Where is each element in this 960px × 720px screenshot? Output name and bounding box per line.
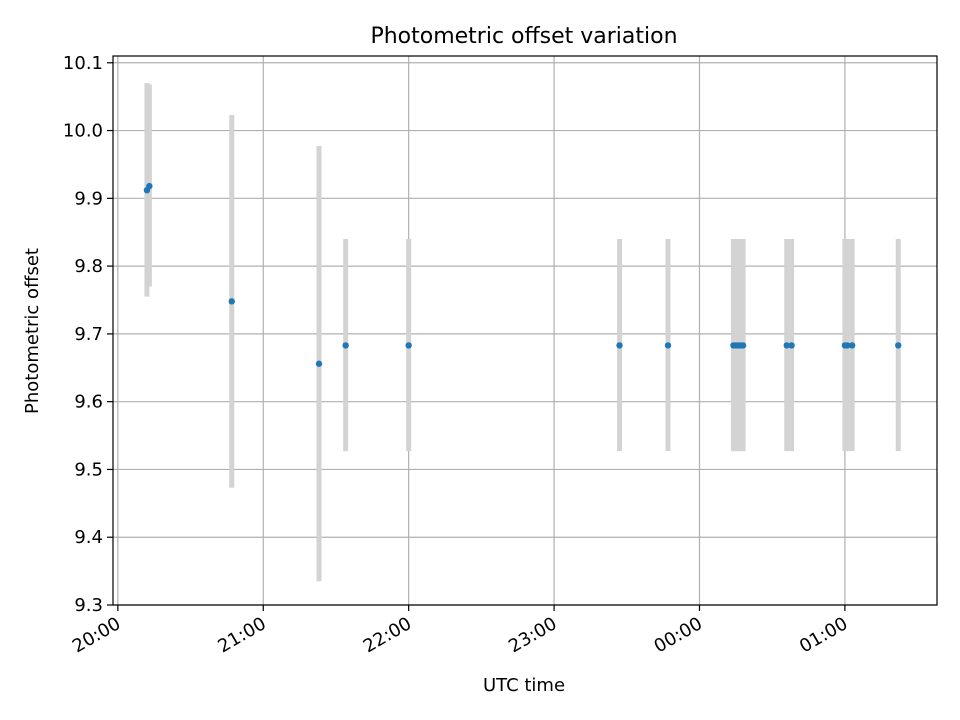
y-tick-label: 9.4 (74, 527, 103, 548)
data-point (844, 342, 851, 349)
data-point (315, 360, 323, 367)
plot-frame (112, 55, 938, 606)
y-tick-label: 9.5 (74, 459, 103, 480)
y-tick-label: 9.8 (74, 256, 103, 277)
data-point (739, 342, 747, 349)
data-point (895, 342, 902, 349)
y-tick-label: 9.6 (74, 392, 103, 413)
data-point (783, 342, 790, 349)
chart-title: Photometric offset variation (370, 24, 677, 49)
axis-ticks (107, 62, 846, 611)
x-axis-title: UTC time (483, 675, 565, 696)
data-point (788, 342, 795, 349)
data-point (405, 342, 412, 349)
y-tick-label: 9.7 (74, 324, 103, 345)
data-point (146, 182, 153, 190)
data-point (848, 342, 856, 349)
y-tick-label: 10.1 (63, 53, 103, 74)
y-tick-label: 10.0 (63, 121, 103, 142)
data-point (664, 342, 672, 349)
data-point (616, 342, 623, 349)
data-points (143, 182, 902, 367)
y-tick-label: 9.9 (74, 188, 103, 209)
y-tick-label: 9.3 (74, 595, 103, 616)
data-point (228, 298, 235, 305)
y-axis-title: Photometric offset (22, 248, 43, 414)
data-point (342, 342, 349, 349)
